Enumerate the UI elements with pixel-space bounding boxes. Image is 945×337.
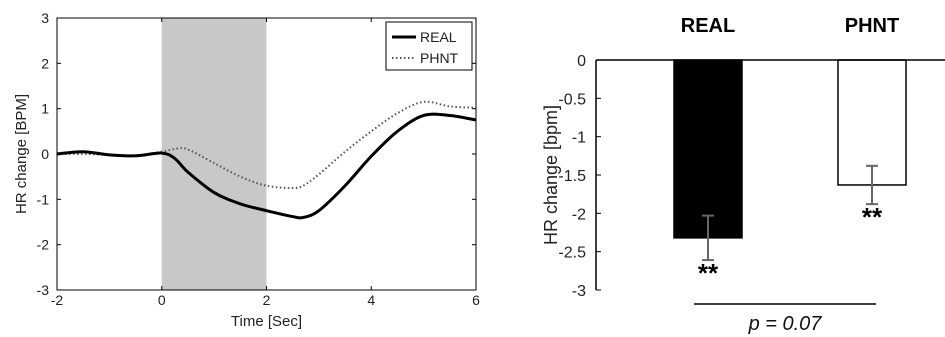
y-tick-label: 3 (41, 10, 49, 26)
series-line-real (56, 112, 477, 220)
bar-y-tick-label: -2 (572, 206, 586, 223)
bar-y-tick-label: -1.5 (558, 168, 586, 185)
y-axis-label: HR change [BPM] (13, 94, 30, 214)
legend-label-phnt: PHNT (420, 50, 459, 66)
comparison-p-value: p = 0.07 (748, 313, 823, 335)
bars: REAL ** PHNT ** (673, 15, 907, 288)
bar-chart: 0 -0.5 -1 -1.5 -2 -2.5 -3 REAL ** PHNT ** HR chan… (541, 15, 945, 335)
bar-y-tick-label: -1 (572, 130, 586, 147)
significance-stars-real: ** (698, 258, 719, 288)
bar-category-label-phnt: PHNT (845, 15, 899, 37)
legend-label-real: REAL (420, 29, 457, 45)
bar-y-tick-label: 0 (577, 53, 586, 70)
x-tick-label: 0 (158, 292, 166, 308)
x-tick-label: -2 (51, 292, 64, 308)
bar-category-label-real: REAL (681, 15, 735, 37)
stimulus-shaded-region (161, 18, 267, 290)
x-axis-label: Time [Sec] (231, 313, 302, 330)
y-tick-label: -1 (37, 191, 50, 207)
bar-y-tick-label: -3 (572, 283, 586, 300)
x-tick-label: 6 (472, 292, 480, 308)
legend: REAL PHNT (385, 21, 473, 71)
y-tick-label: 2 (41, 55, 49, 71)
bar-chart-ticks: 0 -0.5 -1 -1.5 -2 -2.5 -3 (558, 53, 601, 300)
x-tick-label: 2 (263, 292, 271, 308)
line-chart-frame (56, 17, 477, 291)
y-tick-label: -3 (37, 282, 50, 298)
bar-real (673, 59, 743, 239)
bar-y-tick-label: -2.5 (558, 245, 586, 262)
bar-y-axis-label: HR change [bpm] (541, 105, 561, 245)
legend-box (385, 21, 473, 71)
y-tick-label: 0 (41, 146, 49, 162)
bar-y-tick-label: -0.5 (558, 91, 586, 108)
x-tick-label: 4 (367, 292, 375, 308)
significance-stars-phnt: ** (862, 202, 883, 232)
y-tick-label: 1 (41, 101, 49, 117)
y-tick-label: -2 (37, 237, 50, 253)
